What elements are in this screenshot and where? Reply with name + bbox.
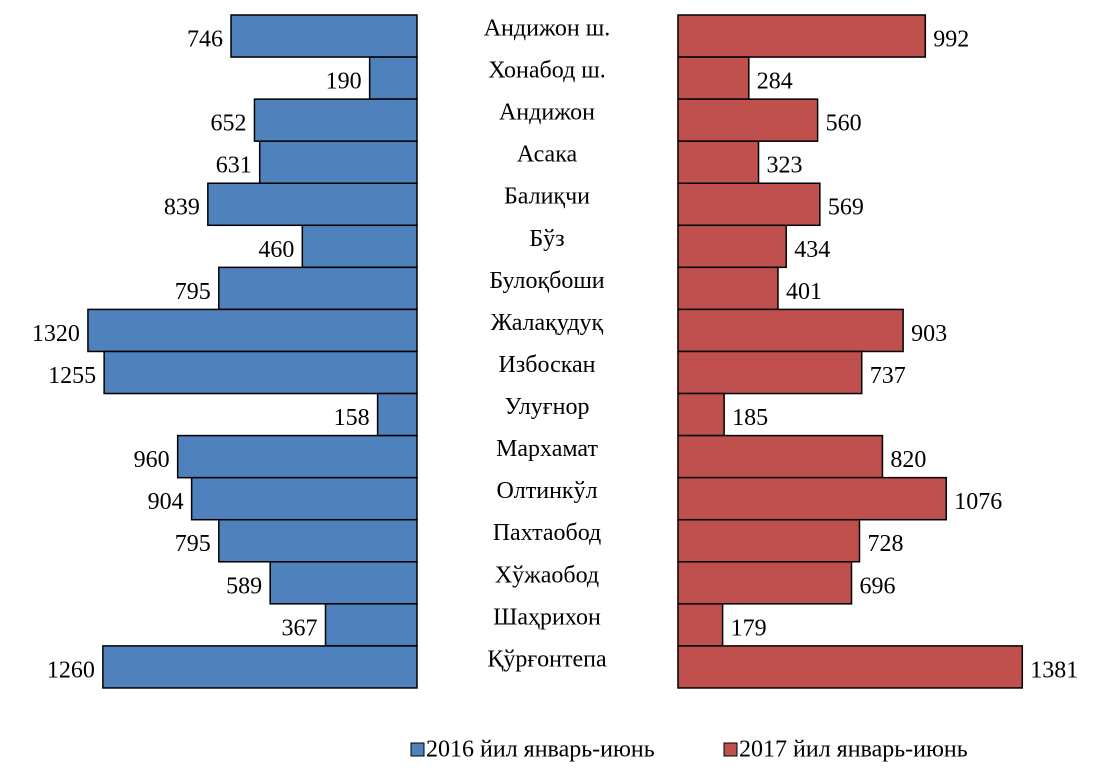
value-label: 960 <box>134 447 170 473</box>
value-label: 904 <box>148 489 184 515</box>
bar <box>376 392 418 437</box>
bar <box>677 350 863 395</box>
value-label: 179 <box>731 615 767 641</box>
bar <box>258 140 418 184</box>
value-label: 190 <box>326 69 362 95</box>
value-label: 820 <box>890 447 926 473</box>
value-label: 560 <box>826 111 862 137</box>
bar <box>176 434 418 479</box>
value-label: 569 <box>828 195 864 221</box>
category-label: Асака <box>517 142 578 168</box>
bar <box>677 140 760 184</box>
bar <box>677 434 884 479</box>
value-label: 434 <box>794 237 830 263</box>
bar <box>677 266 779 311</box>
value-label: 1255 <box>48 363 96 389</box>
value-label: 795 <box>175 531 211 557</box>
legend-label: 2016 йил январь-июнь <box>426 737 655 763</box>
value-label: 903 <box>911 321 947 347</box>
category-label: Андижон ш. <box>484 16 611 42</box>
category-label: Бўз <box>529 226 564 252</box>
bar <box>677 603 724 647</box>
bar <box>269 561 418 605</box>
legend-label: 2017 йил январь-июнь <box>739 737 968 763</box>
bar <box>677 56 750 100</box>
value-label: 185 <box>732 405 768 431</box>
bar <box>230 14 418 58</box>
category-label: Хўжаобод <box>495 562 599 588</box>
bar <box>368 56 418 100</box>
value-label: 1260 <box>47 657 95 683</box>
value-label: 367 <box>282 615 318 641</box>
legend-swatch <box>410 742 425 757</box>
category-label: Андижон <box>499 100 595 126</box>
category-label: Пахтаобод <box>493 520 602 546</box>
bar <box>677 476 947 521</box>
value-label: 589 <box>226 573 262 599</box>
bar <box>87 308 418 353</box>
bar <box>677 14 927 58</box>
value-label: 728 <box>867 531 903 557</box>
legend-swatch <box>723 742 738 757</box>
value-label: 284 <box>757 69 793 95</box>
category-label: Олтинкўл <box>496 478 597 504</box>
value-label: 460 <box>258 237 294 263</box>
value-label: 401 <box>786 279 822 305</box>
bar <box>677 98 819 142</box>
bar <box>103 350 418 395</box>
bar <box>677 645 1024 689</box>
category-label: Қўрғонтепа <box>487 646 607 672</box>
category-label: Шаҳрихон <box>493 604 601 630</box>
bar <box>218 518 418 563</box>
value-label: 696 <box>860 573 896 599</box>
bar <box>301 224 418 269</box>
value-label: 323 <box>767 153 803 179</box>
value-label: 992 <box>933 27 969 53</box>
bar <box>677 518 861 563</box>
bar <box>218 266 418 311</box>
bar <box>207 182 418 227</box>
category-label: Хонабод ш. <box>488 58 606 84</box>
value-label: 158 <box>334 405 370 431</box>
bar <box>190 476 418 521</box>
bar <box>677 224 787 269</box>
value-label: 652 <box>210 111 246 137</box>
bar <box>677 392 725 437</box>
value-label: 795 <box>175 279 211 305</box>
bar <box>677 561 853 605</box>
bar <box>677 182 821 227</box>
category-label: Жалақудуқ <box>491 310 604 336</box>
value-label: 839 <box>164 195 200 221</box>
value-label: 1076 <box>954 489 1002 515</box>
bar <box>253 98 418 142</box>
value-label: 746 <box>187 27 223 53</box>
category-label: Избоскан <box>498 352 595 378</box>
value-label: 737 <box>870 363 906 389</box>
value-label: 1320 <box>32 321 80 347</box>
category-label: Мархамат <box>496 436 598 462</box>
bar <box>324 603 418 647</box>
bar <box>677 308 904 353</box>
category-label: Балиқчи <box>504 184 590 210</box>
value-label: 1381 <box>1030 657 1078 683</box>
category-label: Булоқбоши <box>489 268 604 294</box>
value-label: 631 <box>216 153 252 179</box>
category-label: Улуғнор <box>505 394 590 420</box>
bar <box>102 645 418 689</box>
